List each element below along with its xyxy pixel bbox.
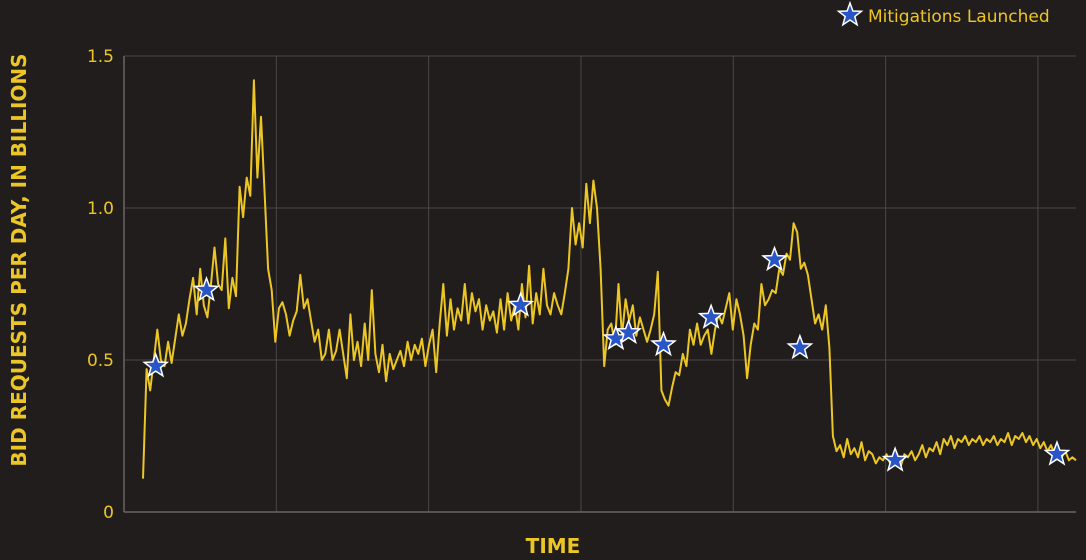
series [142,79,1077,479]
mitigation-star-icon [615,318,643,345]
legend-star-icon [836,0,864,27]
grid [124,55,1076,512]
mitigation-star-icon [507,291,535,317]
mitigation-star-icon [142,351,170,378]
bid-requests-line [142,79,1077,479]
mitigation-star-icon [881,446,909,472]
y-tick-labels: 0 0.5 1.0 1.5 [87,47,114,523]
y-tick-label: 1.5 [87,47,114,67]
mitigation-star-icon [786,333,814,360]
y-tick-label: 1.0 [87,199,114,219]
y-axis-title: BID REQUESTS PER DAY, IN BILLIONS [7,53,31,466]
legend: Mitigations Launched [836,0,1050,27]
y-tick-label: 0 [103,503,114,523]
y-tick-label: 0.5 [87,351,114,371]
mitigation-star-icon [761,245,788,272]
mitigation-star-icon [650,330,677,357]
mitigation-star-icon [193,275,220,302]
mitigation-star-icon [697,303,725,329]
mitigation-star-icon [1043,440,1071,466]
mitigation-markers [142,245,1071,472]
x-axis-title: TIME [526,534,581,558]
axes [123,56,1076,513]
legend-label: Mitigations Launched [868,7,1050,27]
